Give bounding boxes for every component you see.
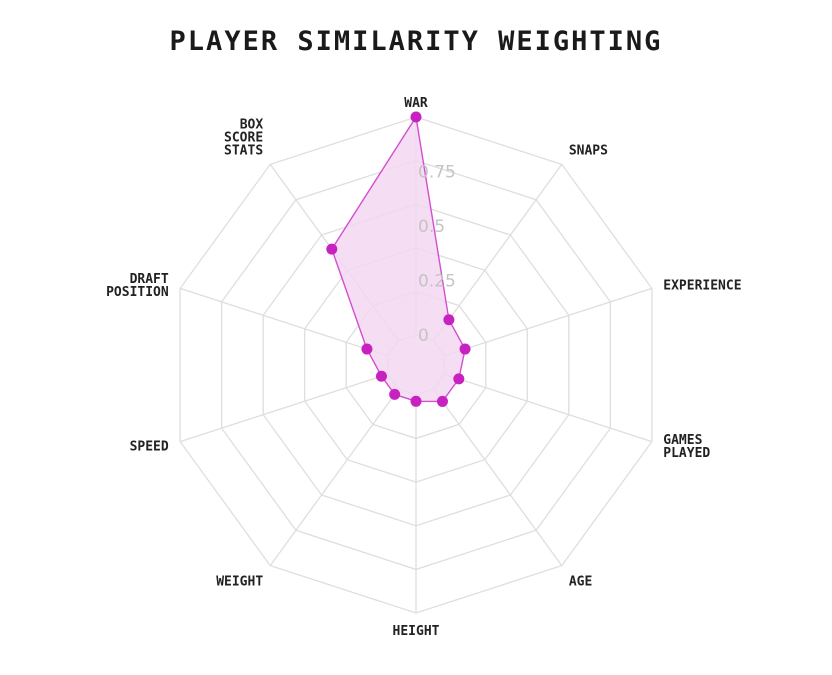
tick-label: 0: [418, 326, 429, 346]
axis-label: WAR: [404, 96, 428, 111]
axis-spoke: [432, 388, 563, 567]
data-point: [410, 395, 422, 407]
axis-label: GAMES PLAYED: [663, 433, 710, 461]
data-point: [326, 243, 338, 255]
axis-label: HEIGHT: [393, 624, 440, 639]
axis-label: DRAFT POSITION: [106, 272, 169, 300]
axis-spoke: [179, 287, 388, 357]
axis-spoke: [444, 373, 653, 443]
axis-labels: WAR SNAPS EXPERIENCE GAMES PLAYED AGE HEIGHT WE…: [106, 96, 741, 639]
data-point: [459, 343, 471, 355]
axis-spoke: [269, 388, 400, 567]
data-point: [443, 314, 455, 326]
radar-series: [331, 116, 466, 403]
data-point: [453, 373, 465, 385]
axis-label: AGE: [569, 574, 592, 589]
series-area: [331, 116, 466, 403]
axis-label: BOX SCORE STATS: [224, 118, 263, 159]
tick-label: 0.75: [418, 163, 456, 183]
axis-label: WEIGHT: [216, 574, 263, 589]
radial-tick-labels: 0 0.25 0.5 0.75: [418, 163, 456, 347]
chart-title: PLAYER SIMILARITY WEIGHTING: [169, 26, 663, 57]
data-point: [375, 370, 387, 382]
tick-label: 0.25: [418, 272, 456, 292]
axis-label: SPEED: [130, 439, 169, 454]
radar-points: [326, 111, 471, 407]
axis-label: EXPERIENCE: [663, 279, 741, 294]
axis-spoke: [444, 287, 653, 357]
tick-label: 0.5: [418, 217, 445, 237]
data-point: [436, 395, 448, 407]
data-point: [410, 111, 422, 123]
data-point: [389, 388, 401, 400]
axis-label: SNAPS: [569, 144, 608, 159]
axis-spoke: [179, 373, 388, 443]
data-point: [361, 343, 373, 355]
axis-spoke: [432, 163, 563, 342]
